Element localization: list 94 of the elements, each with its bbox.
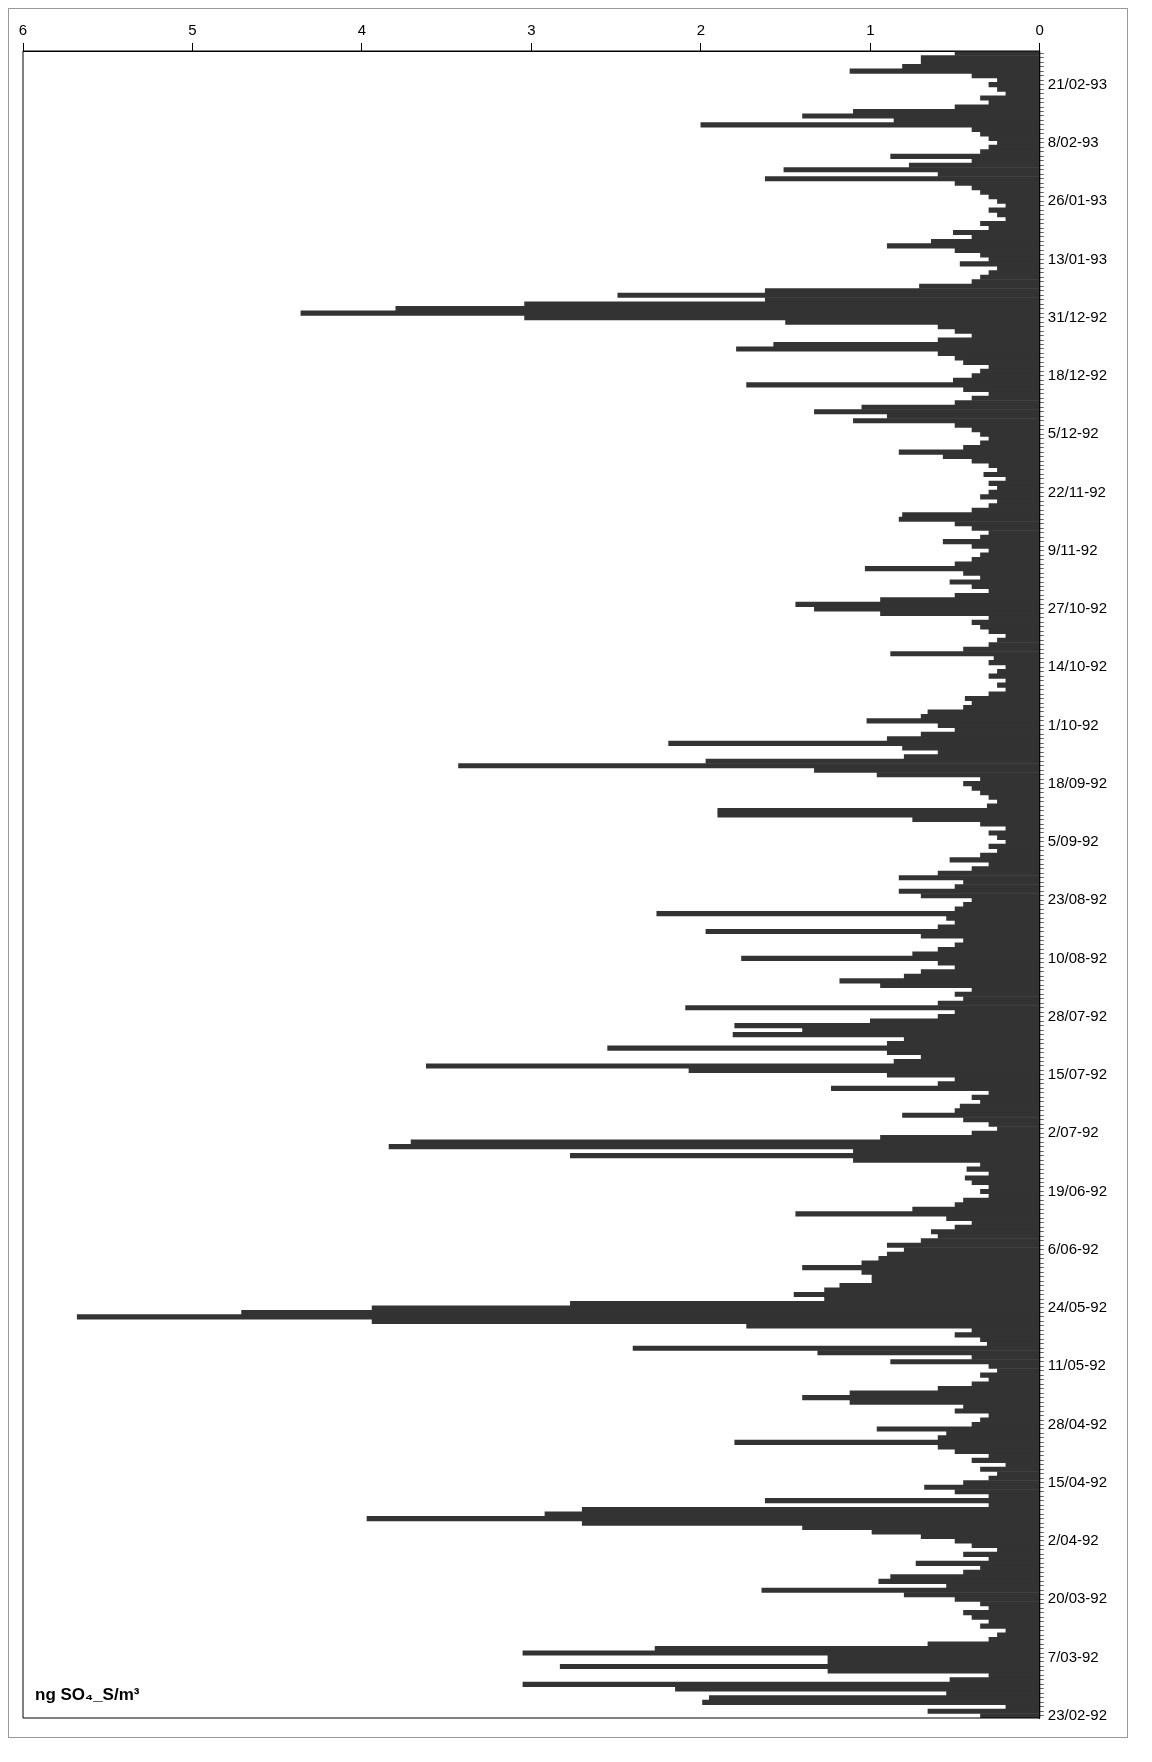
y-tick-label: 19/06-92 [1047, 1181, 1107, 1199]
y-tick-label: 10/08-92 [1047, 948, 1107, 966]
bar [746, 382, 1040, 388]
bar [668, 740, 1040, 746]
x-tick-label: 0 [1035, 21, 1044, 39]
bar [764, 1498, 1040, 1504]
bar [705, 928, 1040, 935]
bar [607, 1045, 1040, 1051]
bar [522, 1650, 1040, 1656]
x-axis-title: ng SO₄_S/m³ [35, 1685, 140, 1705]
y-tick-label: 11/05-92 [1047, 1356, 1106, 1374]
bar [853, 418, 1040, 424]
bar [570, 1153, 1040, 1159]
x-tick-label: 1 [866, 21, 875, 39]
bar [898, 875, 1040, 881]
y-tick-label: 22/11-92 [1047, 482, 1106, 500]
bar [736, 346, 1040, 352]
y-tick-label: 23/08-92 [1047, 890, 1107, 908]
bar [783, 167, 1040, 173]
bar [980, 95, 1040, 101]
y-tick-label: 31/12-92 [1047, 307, 1107, 325]
y-tick-label: 28/07-92 [1047, 1006, 1107, 1024]
bar [954, 1408, 1040, 1414]
y-tick-label: 5/09-92 [1047, 832, 1099, 850]
bar [795, 1211, 1040, 1217]
x-tick-label: 6 [18, 21, 28, 39]
bar [959, 261, 1040, 267]
bar [732, 1032, 1040, 1038]
y-tick-label: 18/09-92 [1047, 773, 1107, 791]
bar [802, 113, 1040, 119]
bar [898, 449, 1040, 455]
bar [988, 660, 1040, 666]
bar [963, 1610, 1040, 1616]
bar [890, 1359, 1040, 1365]
bar [980, 494, 1040, 500]
bar [988, 830, 1040, 836]
bar [876, 1426, 1040, 1432]
bar [702, 1699, 1040, 1705]
bar [802, 1395, 1040, 1401]
y-tick-label: 24/05-92 [1047, 1298, 1107, 1316]
bar [76, 1314, 1040, 1320]
bar [839, 978, 1040, 984]
y-tick-label: 8/02-93 [1047, 133, 1099, 150]
y-tick-label: 7/03-92 [1047, 1647, 1099, 1665]
bar [949, 857, 1040, 863]
x-tick-label: 5 [188, 21, 197, 39]
bar [388, 1144, 1040, 1150]
y-tick-label: 20/03-92 [1047, 1589, 1107, 1607]
bar [890, 651, 1040, 657]
y-tick-label: 14/10-92 [1047, 657, 1107, 675]
bar [866, 718, 1040, 724]
x-tick-label: 4 [357, 21, 367, 39]
bar [685, 1005, 1040, 1011]
bar [764, 176, 1040, 182]
bar [734, 1439, 1040, 1445]
bar [814, 409, 1040, 415]
y-tick-label: 15/04-92 [1047, 1472, 1107, 1490]
y-tick-label: 1/10-92 [1047, 715, 1099, 733]
bar [963, 781, 1040, 787]
bar [741, 955, 1040, 962]
bar [425, 1063, 1040, 1069]
y-tick-label: 26/01-93 [1047, 191, 1107, 209]
bar [831, 1085, 1040, 1091]
x-tick-label: 2 [696, 21, 706, 39]
bar [458, 763, 1040, 769]
y-tick-label: 2/04-92 [1047, 1531, 1099, 1549]
y-tick-label: 15/07-92 [1047, 1065, 1107, 1083]
bar [886, 243, 1040, 249]
y-tick-label: 23/02-92 [1047, 1705, 1107, 1723]
y-tick-label: 6/06-92 [1047, 1239, 1099, 1257]
bar [964, 1175, 1040, 1181]
y-tick-label: 27/10-92 [1047, 599, 1107, 617]
bar [902, 512, 1040, 518]
y-tick-label: 21/02-93 [1047, 74, 1107, 92]
bar [949, 579, 1040, 585]
bar [802, 1265, 1040, 1271]
bar [700, 122, 1040, 128]
bar [988, 82, 1040, 88]
bar [966, 1166, 1040, 1172]
bar [954, 1332, 1040, 1338]
y-tick-label: 18/12-92 [1047, 366, 1107, 384]
bar [920, 55, 1040, 61]
y-tick-label: 28/04-92 [1047, 1414, 1107, 1432]
bar [942, 539, 1040, 545]
y-tick-label: 13/01-93 [1047, 249, 1107, 267]
y-tick-label: 9/11-92 [1047, 540, 1098, 558]
x-tick-label: 3 [527, 21, 536, 39]
bar [717, 812, 1040, 818]
bar [656, 911, 1040, 917]
y-tick-label: 5/12-92 [1047, 424, 1099, 442]
bar [849, 68, 1040, 74]
y-tick-label: 2/07-92 [1047, 1123, 1099, 1141]
bar [931, 1229, 1040, 1235]
bar [734, 1023, 1040, 1029]
